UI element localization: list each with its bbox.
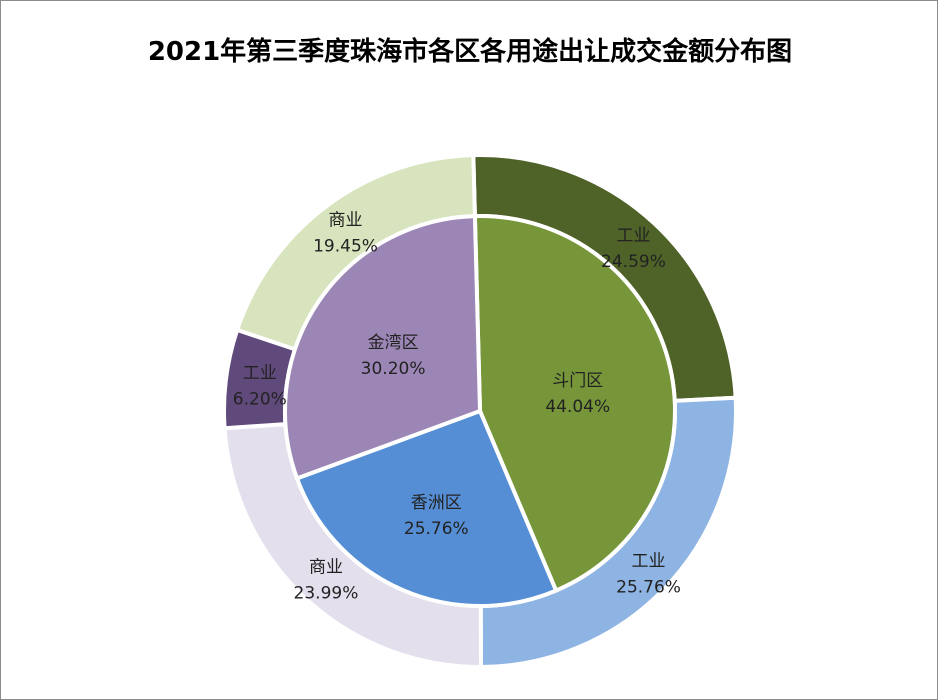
outer-pct-label-3: 6.20%	[233, 390, 287, 410]
outer-name-label-0: 工业	[616, 226, 650, 246]
inner-pct-label-1: 25.76%	[404, 519, 469, 539]
outer-pct-label-4: 19.45%	[313, 236, 378, 256]
inner-pct-label-0: 44.04%	[545, 397, 610, 417]
inner-ring	[283, 214, 677, 608]
outer-name-label-4: 商业	[329, 210, 363, 230]
inner-name-label-2: 金湾区	[368, 333, 419, 353]
chart-title: 2021年第三季度珠海市各区各用途出让成交金额分布图	[147, 37, 793, 67]
inner-slice-2	[283, 214, 483, 481]
outer-name-label-3: 工业	[243, 364, 277, 384]
outer-name-label-2: 商业	[309, 557, 343, 577]
inner-slice-0	[472, 214, 677, 594]
outer-pct-label-1: 25.76%	[616, 577, 681, 597]
inner-name-label-1: 香洲区	[411, 493, 462, 513]
inner-slice-1	[294, 408, 559, 608]
slice-labels: 斗门区 44.04% 香洲区 25.76% 金湾区 30.20% 工业 24.59% 工业 25.…	[233, 210, 681, 603]
outer-pct-label-0: 24.59%	[601, 252, 666, 272]
inner-name-label-0: 斗门区	[552, 371, 603, 391]
outer-pct-label-2: 23.99%	[294, 583, 359, 603]
outer-name-label-1: 工业	[632, 551, 666, 571]
inner-pct-label-2: 30.20%	[361, 359, 426, 379]
